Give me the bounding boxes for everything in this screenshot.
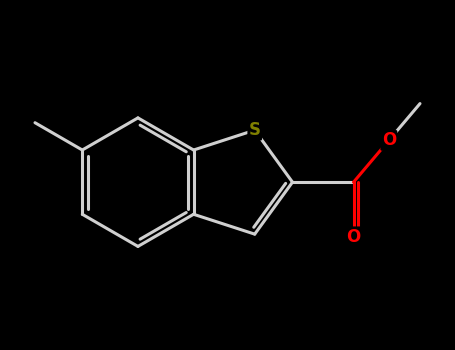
Text: O: O bbox=[382, 131, 396, 149]
Text: S: S bbox=[249, 121, 261, 139]
Text: O: O bbox=[346, 228, 361, 246]
